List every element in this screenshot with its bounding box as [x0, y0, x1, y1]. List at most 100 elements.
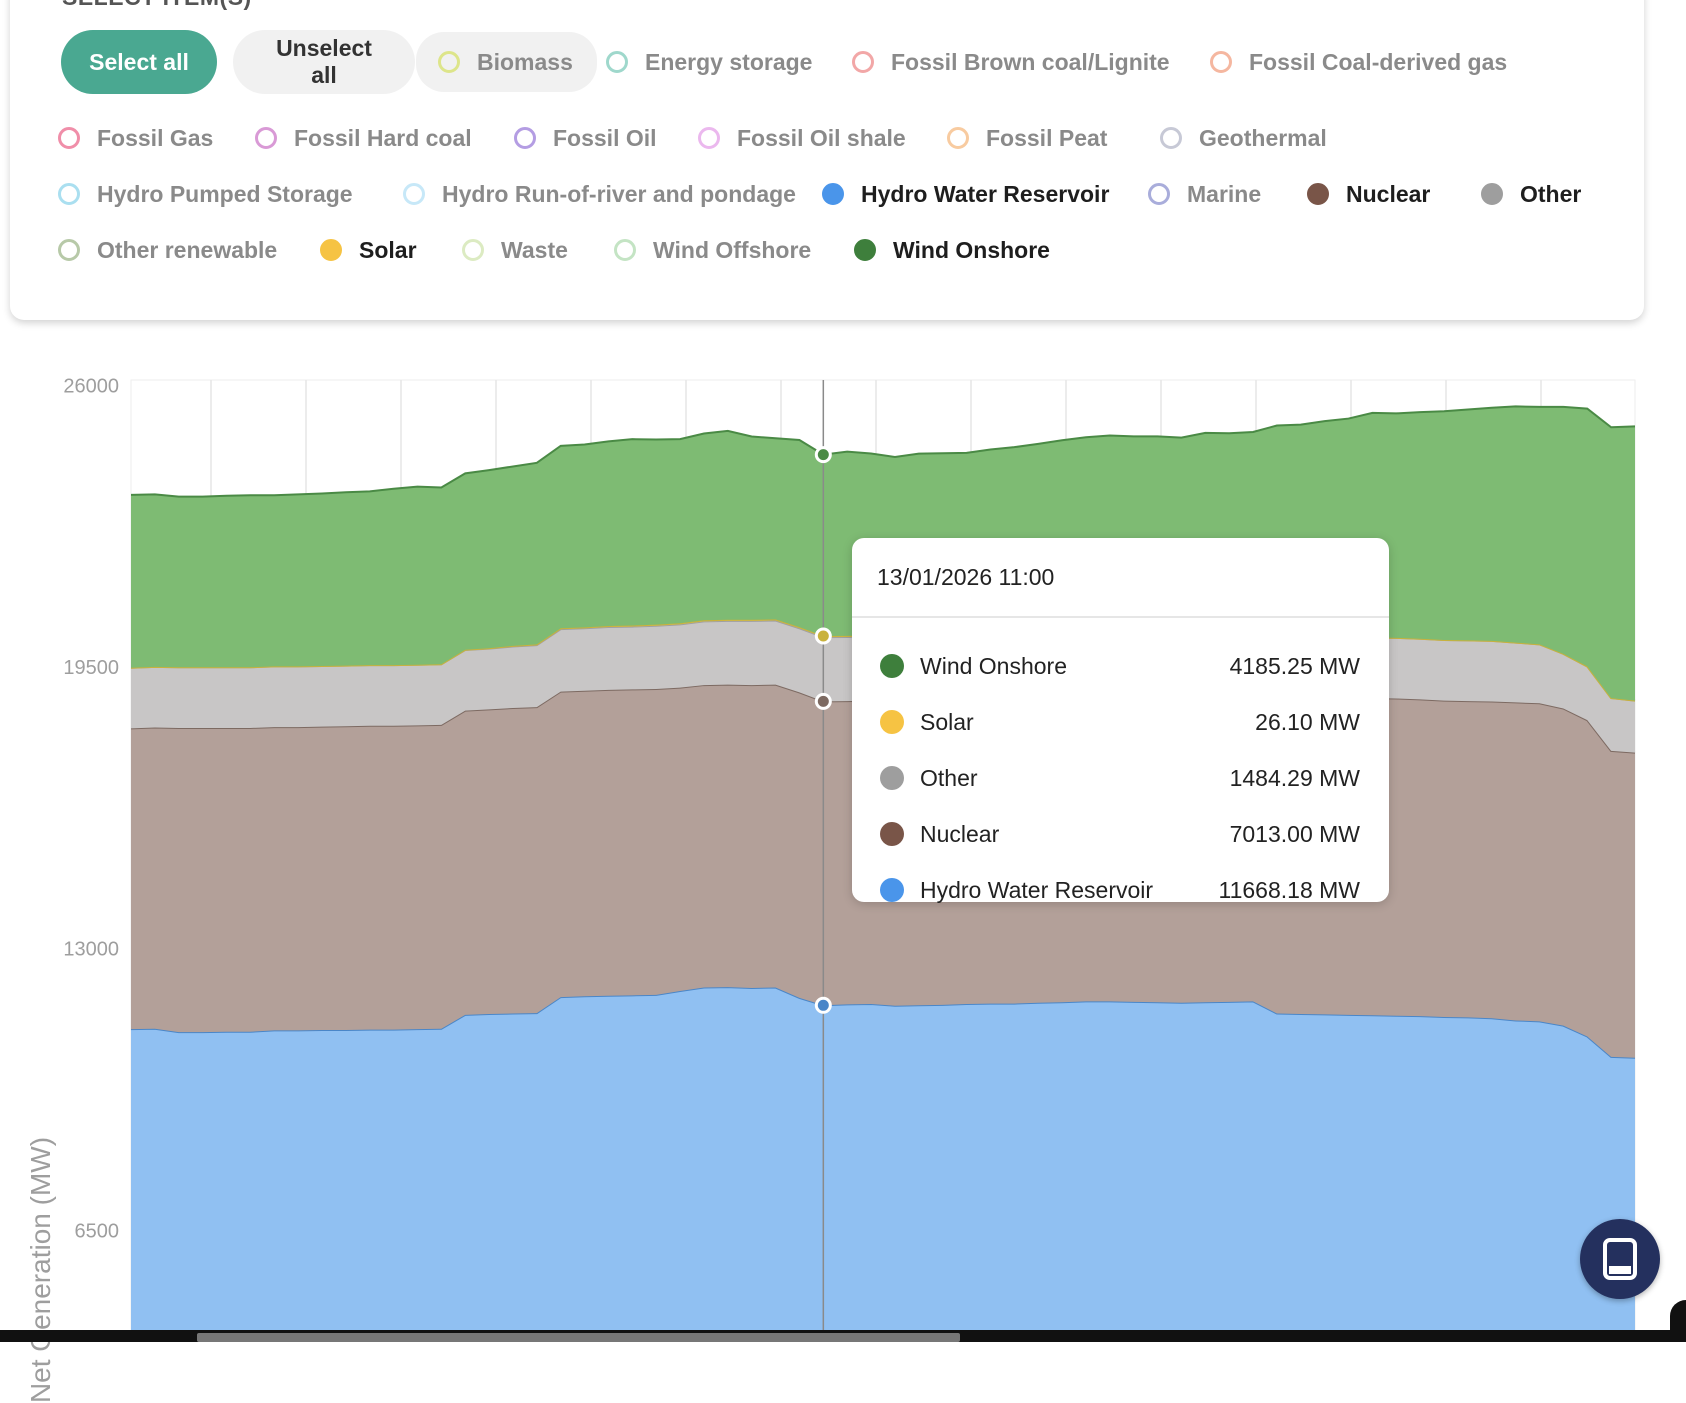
chip-label: Other renewable [97, 236, 278, 263]
hover-point-marker [814, 627, 832, 645]
chip-waste[interactable]: Waste [462, 230, 568, 270]
floating-action-button[interactable] [1580, 1219, 1660, 1299]
circle-icon [255, 127, 277, 149]
circle-icon [58, 127, 80, 149]
chip-label: Fossil Hard coal [294, 124, 472, 151]
area-hydro-water-reservoir [131, 987, 1635, 1342]
hover-point-marker [814, 692, 832, 710]
y-tick-label: 26000 [63, 375, 119, 397]
chip-geothermal[interactable]: Geothermal [1160, 118, 1327, 158]
circle-icon [1307, 183, 1329, 205]
chip-label: Geothermal [1199, 124, 1327, 151]
tooltip-series-value: 26.10 MW [1255, 708, 1360, 735]
circle-icon [698, 127, 720, 149]
chip-label: Fossil Gas [97, 124, 214, 151]
chip-label: Wind Onshore [893, 236, 1050, 263]
hover-point-marker [814, 446, 832, 464]
circle-icon [58, 239, 80, 261]
chip-wind-onshore[interactable]: Wind Onshore [854, 230, 1050, 270]
series-dot-icon [880, 710, 904, 734]
chip-fossil-oil[interactable]: Fossil Oil [514, 118, 657, 158]
generation-chart[interactable]: 6500 13000 19500 26000 Net Generation (MW) [0, 340, 1686, 1403]
stacked-area-chart[interactable]: 6500 13000 19500 26000 [0, 340, 1686, 1342]
circle-icon [1160, 127, 1182, 149]
circle-icon [852, 51, 874, 73]
circle-icon [822, 183, 844, 205]
circle-icon [403, 183, 425, 205]
circle-icon [1210, 51, 1232, 73]
tooltip-series-name: Nuclear [920, 820, 1000, 847]
series-dot-icon [880, 878, 904, 902]
circle-icon [514, 127, 536, 149]
tooltip-series-value: 7013.00 MW [1229, 820, 1360, 847]
tooltip-row: Solar 26.10 MW [880, 702, 1360, 742]
tooltip-row: Hydro Water Reservoir 11668.18 MW [880, 870, 1360, 910]
chip-label: Fossil Brown coal/Lignite [891, 48, 1170, 75]
horizontal-scrollbar-thumb[interactable] [197, 1333, 960, 1342]
circle-icon [606, 51, 628, 73]
circle-icon [1481, 183, 1503, 205]
circle-icon [854, 239, 876, 261]
tooltip-row: Wind Onshore 4185.25 MW [880, 646, 1360, 686]
chart-tooltip: 13/01/2026 11:00 Wind Onshore 4185.25 MW… [852, 538, 1389, 903]
circle-icon [1148, 183, 1170, 205]
chip-label: Fossil Coal-derived gas [1249, 48, 1508, 75]
chip-solar[interactable]: Solar [320, 230, 417, 270]
tooltip-series-name: Hydro Water Reservoir [920, 876, 1154, 903]
circle-icon [947, 127, 969, 149]
series-dot-icon [880, 766, 904, 790]
chip-label: Fossil Oil shale [737, 124, 906, 151]
circle-icon [614, 239, 636, 261]
chip-fossil-brown-coal[interactable]: Fossil Brown coal/Lignite [852, 42, 1170, 82]
circle-icon [58, 183, 80, 205]
circle-icon [320, 239, 342, 261]
tooltip-row: Nuclear 7013.00 MW [880, 814, 1360, 854]
tooltip-series-name: Other [920, 764, 978, 791]
tooltip-series-value: 11668.18 MW [1218, 876, 1360, 903]
chip-other[interactable]: Other [1481, 174, 1581, 214]
chip-label: Hydro Run-of-river and pondage [442, 180, 796, 207]
y-axis-label: Net Generation (MW) [25, 1136, 56, 1403]
chip-fossil-oil-shale[interactable]: Fossil Oil shale [698, 118, 906, 158]
tooltip-row: Other 1484.29 MW [880, 758, 1360, 798]
chip-label: Marine [1187, 180, 1262, 207]
chip-label: Wind Offshore [653, 236, 812, 263]
tooltip-datetime: 13/01/2026 11:00 [852, 538, 1389, 618]
tooltip-series-value: 1484.29 MW [1229, 764, 1360, 791]
chip-label: Biomass [477, 48, 573, 75]
circle-icon [462, 239, 484, 261]
chip-hydro-pumped-storage[interactable]: Hydro Pumped Storage [58, 174, 353, 214]
y-tick-label: 6500 [75, 1220, 120, 1242]
chip-label: Fossil Oil [553, 124, 657, 151]
tooltip-series-name: Wind Onshore [920, 652, 1068, 679]
chip-label: Hydro Water Reservoir [861, 180, 1110, 207]
selection-panel: SELECT ITEM(S) Select all Unselect all B… [10, 0, 1644, 320]
chip-biomass[interactable]: Biomass [416, 32, 597, 92]
tablet-icon [1603, 1238, 1637, 1280]
chip-fossil-peat[interactable]: Fossil Peat [947, 118, 1107, 158]
tooltip-series-value: 4185.25 MW [1229, 652, 1360, 679]
chip-label: Waste [501, 236, 568, 263]
chip-energy-storage[interactable]: Energy storage [606, 42, 812, 82]
chip-fossil-coal-derived-gas[interactable]: Fossil Coal-derived gas [1210, 42, 1507, 82]
chip-label: Other [1520, 180, 1582, 207]
chip-label: Hydro Pumped Storage [97, 180, 353, 207]
chip-other-renewable[interactable]: Other renewable [58, 230, 277, 270]
y-tick-label: 13000 [63, 939, 119, 961]
chip-hydro-run-of-river[interactable]: Hydro Run-of-river and pondage [403, 174, 796, 214]
chip-fossil-gas[interactable]: Fossil Gas [58, 118, 213, 158]
chip-label: Nuclear [1346, 180, 1431, 207]
chip-wind-offshore[interactable]: Wind Offshore [614, 230, 811, 270]
line-wind-onshore [130, 405, 1636, 498]
unselect-all-button[interactable]: Unselect all [233, 30, 415, 94]
select-all-button[interactable]: Select all [61, 30, 217, 94]
chip-fossil-hard-coal[interactable]: Fossil Hard coal [255, 118, 472, 158]
chip-label: Solar [359, 236, 417, 263]
selection-title: SELECT ITEM(S) [62, 0, 252, 11]
chip-nuclear[interactable]: Nuclear [1307, 174, 1430, 214]
hover-point-marker [814, 996, 832, 1014]
y-tick-label: 19500 [63, 657, 119, 679]
chip-marine[interactable]: Marine [1148, 174, 1261, 214]
chip-hydro-water-reservoir[interactable]: Hydro Water Reservoir [822, 174, 1109, 214]
series-dot-icon [880, 822, 904, 846]
